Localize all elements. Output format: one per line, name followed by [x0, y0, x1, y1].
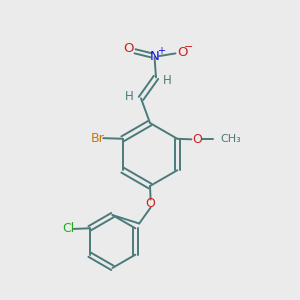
Text: N: N — [150, 50, 159, 64]
Text: O: O — [123, 42, 134, 56]
Text: H: H — [163, 74, 172, 87]
Text: O: O — [177, 46, 187, 59]
Text: Cl: Cl — [62, 222, 75, 236]
Text: CH₃: CH₃ — [221, 134, 242, 144]
Text: H: H — [125, 89, 134, 103]
Text: O: O — [192, 133, 202, 146]
Text: −: − — [183, 42, 193, 52]
Text: +: + — [157, 46, 165, 56]
Text: O: O — [146, 197, 155, 210]
Text: Br: Br — [90, 132, 104, 145]
